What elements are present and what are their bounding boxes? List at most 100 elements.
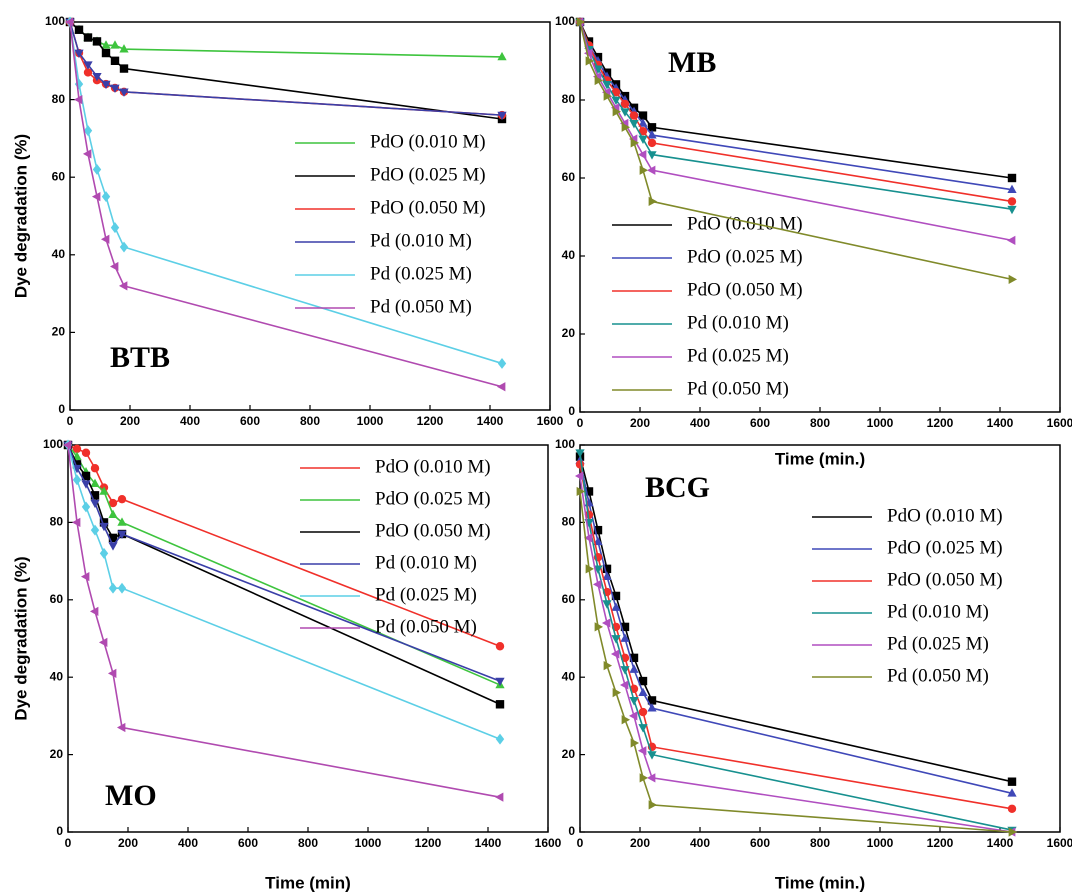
data-point [1007,777,1017,786]
series-line [69,21,503,388]
legend-label: Pd (0.010 M) [370,230,472,251]
x-tick-label: 1400 [477,414,504,428]
series-line [579,21,1013,281]
series-line [579,452,1013,831]
series-line [69,21,503,120]
data-point [89,606,99,617]
series-line [579,464,1013,810]
y-tick-label: 60 [52,169,66,183]
x-tick-label: 0 [577,416,584,430]
data-point [637,746,647,756]
panel-label: BCG [645,471,710,504]
data-point [585,56,595,66]
data-point [619,680,629,690]
y-axis-label: Dye degradation (%) [11,134,30,298]
data-point [99,522,109,532]
series-line [579,21,1013,210]
y-tick-label: 0 [56,824,63,838]
y-tick-label: 100 [555,437,575,451]
x-tick-label: 800 [810,416,830,430]
x-tick-label: 1000 [867,836,894,850]
data-point [117,494,127,504]
data-point [610,649,620,659]
data-point [81,448,91,457]
data-point [629,664,639,673]
data-point [99,486,109,495]
data-point [92,72,102,82]
y-axis-label: Dye degradation (%) [11,556,30,720]
data-point [594,75,604,86]
data-point [647,123,657,132]
series-line [69,21,503,58]
series-line [579,21,1013,203]
data-point [108,509,118,519]
data-point [584,510,594,519]
data-point [592,579,602,589]
y-tick-label: 80 [50,515,64,529]
y-tick-label: 100 [555,14,575,28]
data-point [1007,205,1017,215]
y-tick-label: 100 [43,437,63,451]
data-point [497,357,507,369]
x-tick-label: 1200 [417,414,444,428]
data-point [647,751,657,760]
y-tick-label: 40 [562,248,576,262]
x-tick-label: 600 [750,416,770,430]
x-axis-label: Time (min.) [775,449,865,468]
data-point [117,582,127,594]
data-point [1007,197,1017,206]
data-point [90,478,100,488]
data-point [495,642,505,651]
data-point [83,61,93,70]
data-point [611,87,621,97]
data-point [119,241,129,253]
x-tick-label: 1200 [415,836,442,850]
data-point [1007,184,1017,194]
y-tick-label: 20 [562,747,576,761]
data-point [602,600,612,609]
x-tick-label: 200 [630,836,650,850]
legend-label: Pd (0.025 M) [887,633,989,654]
data-point [83,68,93,77]
legend-label: Pd (0.050 M) [370,296,472,317]
legend-label: Pd (0.050 M) [887,665,989,686]
x-tick-label: 200 [120,414,140,428]
y-tick-label: 0 [568,824,575,838]
x-tick-label: 1000 [357,414,384,428]
data-point [496,382,506,392]
series-line [579,460,1013,795]
legend-label: PdO (0.010 M) [375,456,491,477]
y-tick-label: 40 [50,669,64,683]
data-point [603,91,613,101]
x-tick-label: 400 [690,416,710,430]
data-point [495,733,505,745]
data-point [630,738,640,748]
data-point [82,149,92,159]
data-point [92,37,102,46]
data-point [646,165,656,175]
data-point [583,533,593,543]
data-point [90,499,100,509]
panel: 0 200 400 600 800 1000 1200 1400 1600 0 20 40 60 80 10… [11,437,561,892]
panel-label: MB [668,46,716,79]
data-point [638,111,648,120]
x-tick-label: 1400 [475,836,502,850]
data-point [611,635,621,644]
data-point [620,633,630,642]
data-point [90,524,100,536]
data-point [594,622,604,632]
data-point [601,618,611,628]
data-point [118,281,128,291]
plot-frame [579,21,1061,413]
x-tick-label: 600 [750,836,770,850]
panel: 0 200 400 600 800 1000 1200 1400 1600 0 20 40 60 80 10… [555,14,1072,468]
data-point [72,464,82,474]
data-point [108,582,118,594]
data-point [620,666,630,675]
data-point [83,33,93,42]
x-tick-label: 1400 [987,416,1014,430]
data-point [646,773,656,783]
x-tick-label: 400 [178,836,198,850]
data-point [119,64,129,73]
